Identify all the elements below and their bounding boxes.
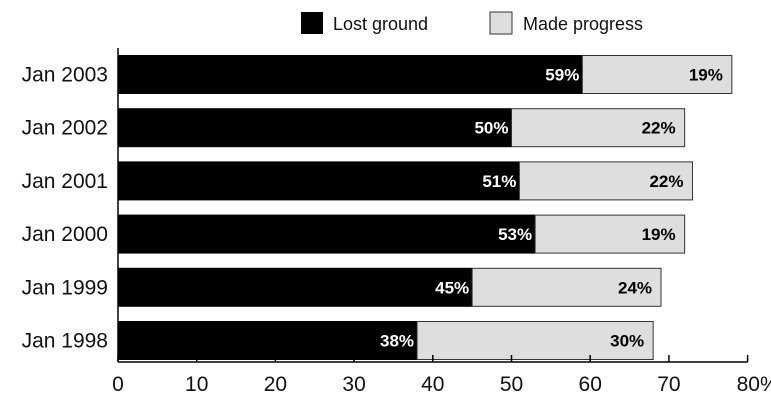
category-label-jan-2000: Jan 2000 <box>22 223 108 246</box>
bar-lost-ground-jan-2001 <box>118 161 520 201</box>
value-label-made-progress-jan-2003: 19% <box>689 66 723 85</box>
category-label-jan-2002: Jan 2002 <box>22 117 108 140</box>
x-axis: 0 10 20 30 40 50 60 70 80% <box>112 48 771 394</box>
x-tick-label-40: 40 <box>421 373 444 394</box>
legend-swatch-lost-ground <box>301 12 323 34</box>
x-tick-label-50: 50 <box>500 373 523 394</box>
bar-made-progress-jan-2000 <box>534 214 686 254</box>
bar-made-progress-jan-1998 <box>416 321 654 360</box>
category-label-jan-1998: Jan 1998 <box>22 330 108 353</box>
bar-made-progress-jan-1999 <box>471 267 662 307</box>
x-tick-label-0: 0 <box>112 373 124 394</box>
legend: Lost ground Made progress <box>301 11 643 35</box>
category-labels: Jan 2003 Jan 2002 Jan 2001 Jan 2000 Jan 1999… <box>22 64 108 353</box>
bar-made-progress-jan-2002 <box>511 108 686 148</box>
legend-swatch-made-progress <box>489 11 513 35</box>
x-tick-label-70: 70 <box>657 373 680 394</box>
category-label-jan-2001: Jan 2001 <box>22 170 108 193</box>
bar-lost-ground-jan-2000 <box>118 214 536 254</box>
value-label-lost-ground-jan-2000: 53% <box>498 225 532 244</box>
value-label-lost-ground-jan-2002: 50% <box>474 119 508 138</box>
x-tick-label-60: 60 <box>579 373 602 394</box>
category-label-jan-1999: Jan 1999 <box>22 276 108 299</box>
value-label-made-progress-jan-2002: 22% <box>642 119 676 138</box>
value-label-lost-ground-jan-2003: 59% <box>545 66 579 85</box>
bar-lost-ground-jan-2003 <box>118 55 583 94</box>
bar-lost-ground-jan-1999 <box>118 267 473 307</box>
category-label-jan-2003: Jan 2003 <box>22 64 108 87</box>
value-label-made-progress-jan-1999: 24% <box>618 278 652 297</box>
value-label-made-progress-jan-2000: 19% <box>642 225 676 244</box>
x-tick-label-10: 10 <box>185 373 208 394</box>
bar-made-progress-jan-2003 <box>581 55 733 94</box>
value-label-lost-ground-jan-2001: 51% <box>482 172 516 191</box>
bar-lost-ground-jan-2002 <box>118 108 512 148</box>
x-tick-label-30: 30 <box>342 373 365 394</box>
legend-label-lost-ground: Lost ground <box>333 14 428 34</box>
bar-lost-ground-jan-1998 <box>118 321 418 360</box>
x-tick-label-20: 20 <box>264 373 287 394</box>
value-label-made-progress-jan-2001: 22% <box>649 172 683 191</box>
value-label-lost-ground-jan-1998: 38% <box>380 332 414 351</box>
bar-made-progress-jan-2001 <box>518 161 694 201</box>
legend-label-made-progress: Made progress <box>523 14 643 34</box>
x-tick-label-80: 80% <box>737 373 771 394</box>
bars: 59% 19% 50% 22% 51% 22% 53% 19% 45% 24% 38% 30% <box>118 55 733 360</box>
value-label-made-progress-jan-1998: 30% <box>610 332 644 351</box>
value-label-lost-ground-jan-1999: 45% <box>435 278 469 297</box>
